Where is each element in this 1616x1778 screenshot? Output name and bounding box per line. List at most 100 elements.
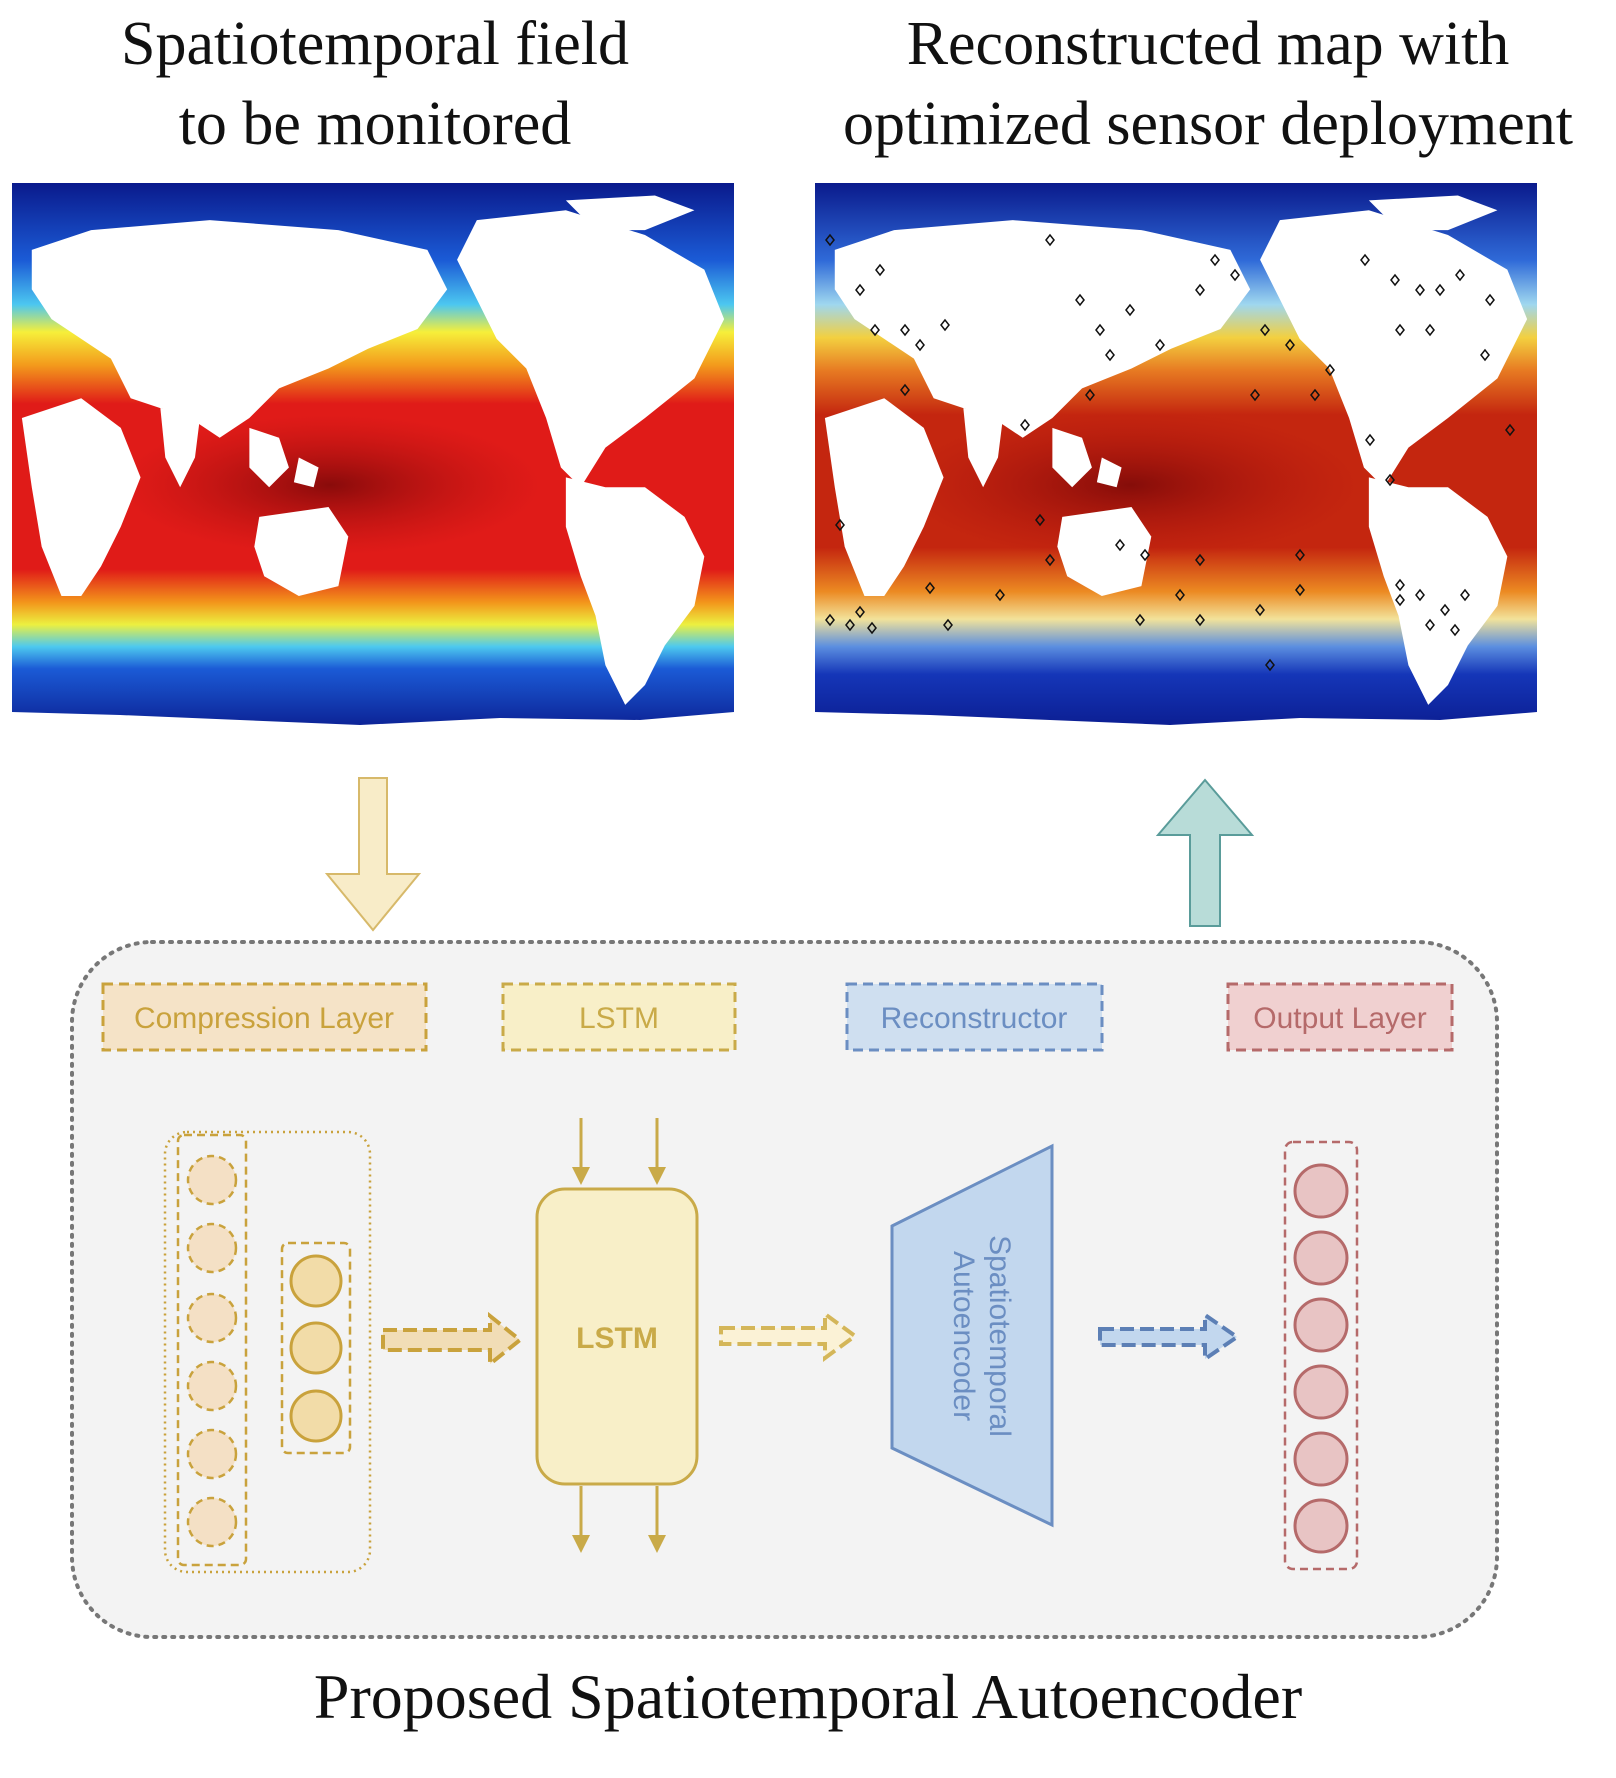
input-node	[186, 1292, 238, 1344]
sensor-marker	[943, 618, 953, 632]
sensor-marker	[1125, 303, 1135, 317]
input-node	[186, 1154, 238, 1206]
sensor-marker	[995, 588, 1005, 602]
sensor-marker	[1195, 553, 1205, 567]
sensor-marker	[835, 518, 845, 532]
sensor-marker	[1460, 588, 1470, 602]
output-node	[1293, 1498, 1349, 1554]
left-panel-title: Spatiotemporal field to be monitored	[121, 10, 629, 158]
right-map	[815, 183, 1537, 735]
sensor-marker	[1175, 588, 1185, 602]
sensor-marker	[915, 338, 925, 352]
sensor-marker	[1155, 338, 1165, 352]
sensor-marker	[1285, 338, 1295, 352]
sensor-marker	[1455, 268, 1465, 282]
input-node	[186, 1428, 238, 1480]
output-node	[1293, 1431, 1349, 1487]
autoencoder-block: SpatiotemporalAutoencoder	[890, 1143, 1054, 1528]
sensor-marker	[1435, 283, 1445, 297]
sensor-marker	[1095, 323, 1105, 337]
output-node	[1293, 1163, 1349, 1219]
lstm-label: LSTM	[579, 1002, 659, 1035]
output-node	[1293, 1230, 1349, 1286]
sensor-marker	[1230, 268, 1240, 282]
sensor-marker	[1440, 603, 1450, 617]
autoencoder-label-line: Spatiotemporal	[983, 1235, 1016, 1437]
sensor-marker	[1255, 603, 1265, 617]
compressed-node	[289, 1321, 343, 1375]
sensor-marker	[1395, 593, 1405, 607]
figure-caption: Proposed Spatiotemporal Autoencoder	[313, 1661, 1303, 1732]
sensor-marker	[1395, 323, 1405, 337]
sensor-marker	[1260, 323, 1270, 337]
sensor-marker	[1310, 388, 1320, 402]
sensor-marker	[1385, 473, 1395, 487]
sensor-marker	[1425, 618, 1435, 632]
sensor-marker	[1485, 293, 1495, 307]
sensor-marker	[855, 605, 865, 619]
sensor-marker	[1295, 548, 1305, 562]
sensor-marker	[1480, 348, 1490, 362]
sensor-marker	[1195, 283, 1205, 297]
sensor-marker	[825, 233, 835, 247]
input-node	[186, 1360, 238, 1412]
sensor-marker	[1075, 293, 1085, 307]
sensor-marker	[1390, 273, 1400, 287]
left-map	[12, 183, 734, 735]
output-label-box: Output Layer	[1226, 982, 1454, 1052]
output-layer	[1283, 1140, 1359, 1571]
sensor-marker	[1505, 423, 1515, 437]
sensor-marker	[940, 318, 950, 332]
lstm-label-box: LSTM	[501, 982, 737, 1052]
sensor-marker	[867, 621, 877, 635]
output-label: Output Layer	[1253, 1002, 1426, 1035]
sensor-marker	[875, 263, 885, 277]
sensor-marker	[925, 581, 935, 595]
sensor-marker	[1415, 588, 1425, 602]
sensor-marker	[1140, 548, 1150, 562]
sensor-marker	[1295, 583, 1305, 597]
sensor-marker	[900, 383, 910, 397]
compression-layer	[163, 1130, 372, 1574]
sensor-marker	[1020, 418, 1030, 432]
sensor-marker	[1195, 613, 1205, 627]
reconstructor-label-box: Reconstructor	[845, 982, 1104, 1052]
flow-arrow-1	[381, 1311, 524, 1369]
sensor-marker	[1085, 388, 1095, 402]
output-node	[1293, 1364, 1349, 1420]
sensor-marker	[1395, 578, 1405, 592]
sensor-markers	[825, 233, 1515, 672]
autoencoder-label-line: Autoencoder	[947, 1251, 980, 1421]
up-arrow	[1155, 778, 1255, 927]
reconstructor-label: Reconstructor	[881, 1002, 1068, 1035]
compression-label-box: Compression Layer	[101, 982, 428, 1052]
autoencoder-label: SpatiotemporalAutoencoder	[947, 1235, 1016, 1437]
sensor-marker	[855, 283, 865, 297]
sensor-marker	[1425, 323, 1435, 337]
sensor-marker	[1210, 253, 1220, 267]
sensor-marker	[1250, 388, 1260, 402]
sensor-marker	[1135, 613, 1145, 627]
down-arrow	[324, 777, 422, 932]
sensor-marker	[1360, 253, 1370, 267]
sensor-marker	[1265, 658, 1275, 672]
sensor-marker	[1450, 623, 1460, 637]
sensor-marker	[1365, 433, 1375, 447]
sensor-marker	[1415, 283, 1425, 297]
sensor-marker	[1105, 348, 1115, 362]
output-node	[1293, 1297, 1349, 1353]
lstm-block-label: LSTM	[576, 1322, 658, 1355]
compression-label: Compression Layer	[134, 1002, 394, 1035]
input-node	[186, 1222, 238, 1274]
sensor-marker	[1045, 233, 1055, 247]
right-panel-title: Reconstructed map with optimized sensor …	[842, 10, 1574, 158]
sensor-marker	[825, 613, 835, 627]
sensor-marker	[1035, 513, 1045, 527]
compressed-node	[289, 1389, 343, 1443]
compressed-node	[289, 1254, 343, 1308]
sensor-marker	[845, 618, 855, 632]
flow-arrow-3	[1098, 1311, 1241, 1363]
sensor-marker	[1045, 553, 1055, 567]
input-node	[186, 1496, 238, 1548]
